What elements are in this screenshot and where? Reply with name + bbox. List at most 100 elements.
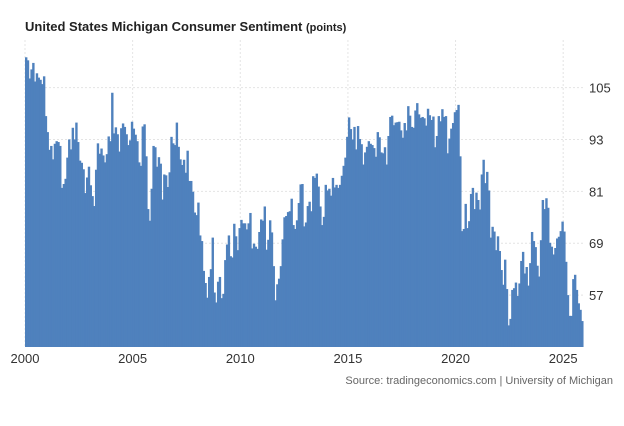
bar xyxy=(148,220,152,347)
bar xyxy=(279,266,283,347)
bar xyxy=(283,217,286,347)
bar xyxy=(507,325,510,347)
bar xyxy=(460,231,464,347)
bar xyxy=(136,141,139,347)
bar xyxy=(566,295,570,347)
bar xyxy=(234,236,238,347)
bar xyxy=(286,212,290,347)
bar xyxy=(419,117,423,347)
bar xyxy=(412,127,415,347)
bar xyxy=(48,149,51,347)
bar xyxy=(42,76,46,347)
bar xyxy=(382,153,385,347)
bar xyxy=(249,212,252,347)
bar xyxy=(344,157,347,347)
bar xyxy=(102,155,105,347)
bar xyxy=(258,231,261,347)
bar xyxy=(312,176,315,347)
bar xyxy=(193,212,197,347)
bar xyxy=(225,244,229,347)
bar xyxy=(231,257,234,347)
bar xyxy=(484,183,487,347)
bar xyxy=(191,191,195,347)
bar xyxy=(448,138,451,347)
bar xyxy=(543,209,546,347)
bar xyxy=(91,196,94,347)
bar xyxy=(315,173,319,347)
bar xyxy=(229,256,232,347)
bar xyxy=(561,221,564,347)
x-tick-label: 2005 xyxy=(118,351,147,366)
bar xyxy=(265,249,268,347)
bar xyxy=(577,303,580,347)
bar xyxy=(403,123,406,348)
bar xyxy=(371,145,374,347)
bar xyxy=(346,136,349,347)
bar xyxy=(426,108,430,347)
bar xyxy=(509,318,512,347)
bar xyxy=(324,184,327,347)
bar xyxy=(200,241,204,347)
bar xyxy=(57,142,60,347)
bar xyxy=(326,190,329,347)
bar xyxy=(414,110,417,347)
bar xyxy=(477,199,480,347)
bar xyxy=(389,116,392,348)
bar xyxy=(179,159,182,347)
bar xyxy=(159,163,162,347)
bar xyxy=(529,263,532,347)
bar xyxy=(204,283,207,347)
bar xyxy=(455,110,458,348)
bar xyxy=(127,145,130,347)
bar xyxy=(369,143,372,347)
bar xyxy=(130,121,134,347)
bar xyxy=(103,162,107,347)
bar xyxy=(442,116,446,348)
bar xyxy=(489,237,493,347)
bar xyxy=(459,156,462,347)
bar xyxy=(44,116,48,347)
bar xyxy=(333,187,336,347)
bar xyxy=(37,77,40,347)
bar xyxy=(35,73,39,347)
bar xyxy=(399,130,403,347)
x-tick-label: 2015 xyxy=(333,351,362,366)
bar xyxy=(26,60,30,347)
bar xyxy=(408,115,412,348)
bar xyxy=(572,279,575,347)
bar xyxy=(245,229,249,347)
bar xyxy=(277,278,281,347)
bar xyxy=(114,127,118,347)
bar xyxy=(319,206,322,347)
bar xyxy=(164,175,168,347)
bar xyxy=(570,315,573,347)
bar xyxy=(173,145,177,347)
bar xyxy=(132,128,136,347)
bar xyxy=(356,126,360,347)
bar xyxy=(304,222,308,347)
subtitle: (points) xyxy=(306,22,347,34)
bar xyxy=(355,149,358,347)
bar xyxy=(337,187,340,347)
bar xyxy=(202,270,205,347)
bar xyxy=(288,211,292,347)
bar xyxy=(530,231,534,347)
bar xyxy=(398,121,401,347)
bar xyxy=(536,265,539,347)
bar xyxy=(378,137,381,347)
bar xyxy=(80,162,84,347)
bar xyxy=(73,139,76,347)
bar xyxy=(59,145,62,347)
bar xyxy=(82,169,85,347)
bar xyxy=(94,169,98,347)
bar xyxy=(568,315,571,347)
bar xyxy=(322,216,326,347)
bar xyxy=(105,154,109,347)
bar xyxy=(301,183,304,347)
bar xyxy=(385,164,388,347)
bar xyxy=(421,116,424,348)
bar xyxy=(89,185,92,347)
bar xyxy=(46,132,49,347)
bar xyxy=(457,104,460,347)
